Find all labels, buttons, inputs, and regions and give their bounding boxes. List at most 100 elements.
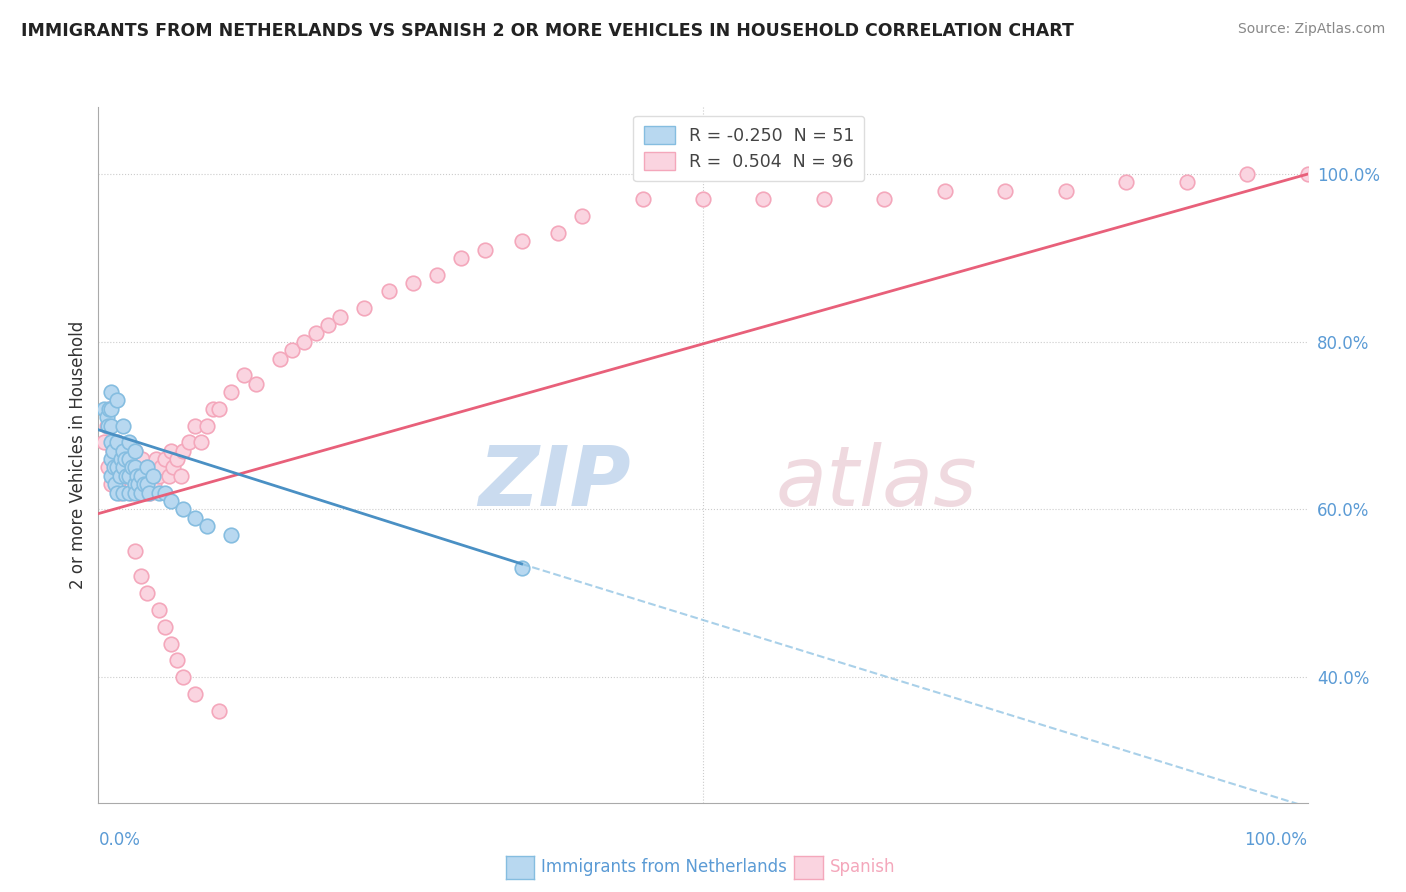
Point [118,443,141,458]
Point [101,443,124,458]
Point [108,468,131,483]
Point [474,243,496,257]
Point [510,561,533,575]
Point [111,485,134,500]
Point [129,485,152,500]
Point [1236,167,1258,181]
Text: Immigrants from Netherlands: Immigrants from Netherlands [541,858,787,876]
Point [96,418,118,433]
Point [172,670,194,684]
Point [1054,184,1077,198]
Point [111,468,134,483]
Point [111,443,134,458]
Point [142,460,165,475]
Point [98,401,121,416]
Point [329,310,352,324]
Point [118,468,141,483]
Point [1115,176,1137,190]
Point [148,468,170,483]
Point [281,343,304,358]
Point [142,468,165,483]
Point [124,443,146,458]
Point [195,519,218,533]
Point [100,418,122,433]
Point [127,468,149,483]
Point [105,435,128,450]
Point [752,192,775,206]
Point [118,485,141,500]
Point [122,460,145,475]
Point [221,527,243,541]
Point [105,485,128,500]
Point [100,385,122,400]
Point [104,477,127,491]
Point [143,477,166,491]
Point [108,485,131,500]
Legend: R = -0.250  N = 51, R =  0.504  N = 96: R = -0.250 N = 51, R = 0.504 N = 96 [633,116,865,181]
Point [110,452,132,467]
Text: atlas: atlas [776,442,977,524]
Point [1296,167,1319,181]
Text: 0.0%: 0.0% [98,830,141,848]
Point [129,477,152,491]
Point [305,326,328,341]
Point [138,468,160,483]
Point [121,460,143,475]
Point [269,351,291,366]
Text: Source: ZipAtlas.com: Source: ZipAtlas.com [1237,22,1385,37]
Point [127,468,149,483]
Point [131,452,153,467]
Point [245,376,267,391]
Point [184,418,207,433]
Point [105,435,128,450]
Point [127,485,149,500]
Point [160,494,183,508]
Text: ZIP: ZIP [478,442,630,524]
Point [118,468,141,483]
Point [208,401,231,416]
Point [97,460,120,475]
Point [104,460,127,475]
Point [129,460,152,475]
Point [353,301,375,316]
Point [450,251,472,265]
Point [135,485,157,500]
Point [100,468,122,483]
Text: Spanish: Spanish [830,858,896,876]
Point [166,653,188,667]
Point [127,477,149,491]
Point [148,485,170,500]
Point [813,192,835,206]
Point [221,385,243,400]
Point [105,460,128,475]
Point [125,477,148,491]
Point [402,276,425,290]
Point [172,443,194,458]
Point [202,401,225,416]
Point [124,443,146,458]
Point [172,502,194,516]
Point [134,468,156,483]
Point [118,435,141,450]
Point [169,468,191,483]
Point [692,192,714,206]
Point [232,368,254,383]
Point [107,452,129,467]
Point [195,418,218,433]
Point [103,460,125,475]
Point [134,477,156,491]
Point [111,443,134,458]
Point [873,192,896,206]
Point [145,452,167,467]
Point [179,435,201,450]
Point [135,460,157,475]
Point [138,485,160,500]
Point [631,192,654,206]
Point [115,452,138,467]
Text: 100.0%: 100.0% [1244,830,1308,848]
Point [994,184,1017,198]
Point [139,485,162,500]
Point [96,410,118,425]
Point [97,418,120,433]
Point [100,401,122,416]
